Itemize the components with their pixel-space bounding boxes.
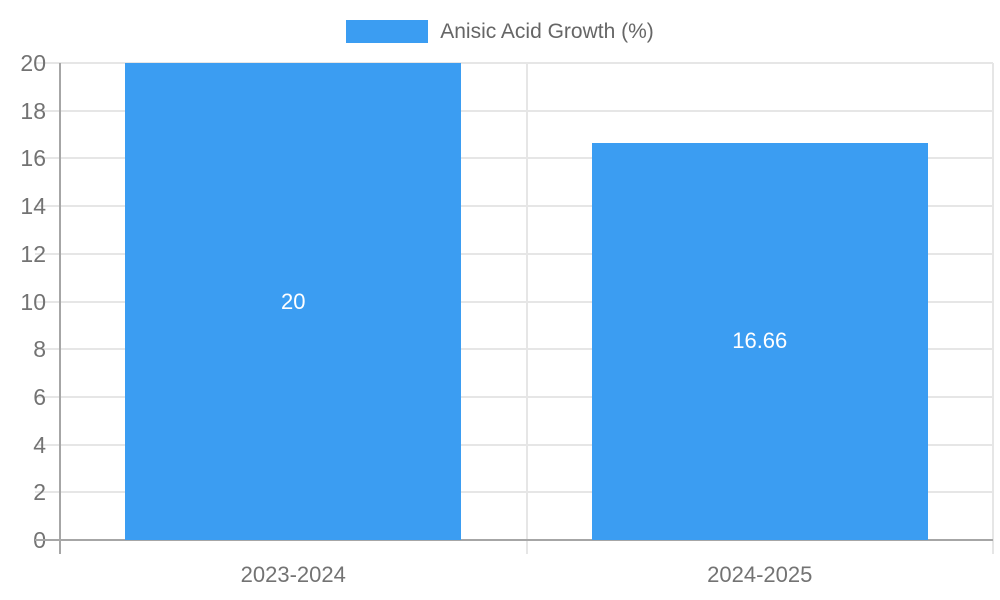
x-gridline xyxy=(525,63,528,554)
x-axis-line xyxy=(35,539,993,541)
legend-swatch xyxy=(346,20,429,43)
y-gridline xyxy=(35,157,993,160)
y-tick-label: 16 xyxy=(20,145,46,172)
bar-value-label: 16.66 xyxy=(732,328,788,354)
y-gridline xyxy=(35,205,993,208)
y-gridline xyxy=(35,348,993,351)
y-gridline xyxy=(35,62,993,64)
y-gridline xyxy=(35,395,993,398)
y-tick-label: 8 xyxy=(33,336,46,363)
x-tick-label: 2024-2025 xyxy=(707,562,813,587)
y-gridline xyxy=(35,443,993,446)
y-tick-label: 4 xyxy=(33,431,46,458)
y-gridline xyxy=(35,300,993,303)
bar-value-label: 20 xyxy=(281,288,306,314)
y-gridline xyxy=(35,109,993,112)
bar-2023-2024[interactable] xyxy=(125,63,462,540)
y-tick-label: 14 xyxy=(20,193,46,220)
x-gridline xyxy=(992,63,994,554)
legend-label: Anisic Acid Growth (%) xyxy=(440,20,654,43)
y-gridline xyxy=(35,491,993,494)
y-tick-label: 20 xyxy=(20,50,46,76)
bar-2024-2025[interactable] xyxy=(591,142,928,540)
y-tick-label: 2 xyxy=(33,479,46,506)
y-tick-label: 10 xyxy=(20,288,46,315)
legend[interactable]: Anisic Acid Growth (%) xyxy=(0,20,1000,43)
y-tick-label: 6 xyxy=(33,383,46,410)
y-gridline xyxy=(35,252,993,255)
y-tick-label: 12 xyxy=(20,240,46,267)
y-axis-line xyxy=(59,63,61,554)
y-tick-label: 18 xyxy=(20,97,46,124)
x-tick-label: 2023-2024 xyxy=(240,562,346,587)
